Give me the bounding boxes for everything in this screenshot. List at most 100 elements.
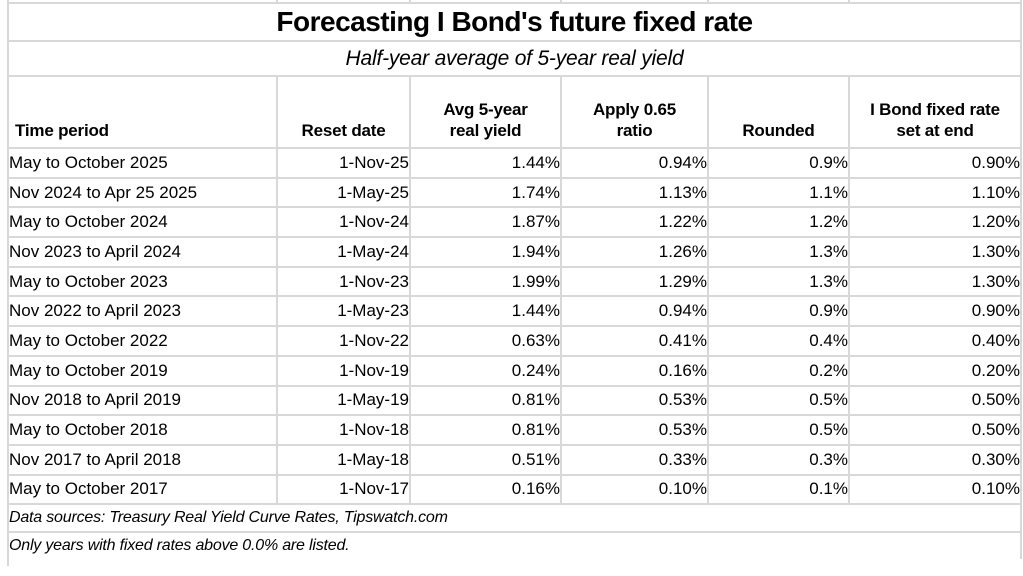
cell-avg-yield: 0.63%: [409, 325, 562, 357]
col-header-label-line1: I Bond fixed rate: [870, 100, 1000, 119]
cell-ratio: 1.29%: [560, 265, 709, 298]
cell-avg-yield: 0.81%: [409, 384, 562, 417]
cell-avg-yield: 0.51%: [409, 443, 562, 476]
table-row: May to October 2018 1-Nov-18 0.81% 0.53%…: [7, 414, 1022, 446]
footnote-only-years: Only years with fixed rates above 0.0% a…: [7, 531, 1022, 561]
cell-rounded: 0.9%: [707, 295, 850, 328]
cell-ratio: 0.94%: [560, 147, 709, 179]
cell-ratio: 1.13%: [560, 176, 709, 209]
cell-fixed-rate: 0.50%: [848, 414, 1022, 446]
cell-ratio: 0.16%: [560, 354, 709, 387]
col-header-ibond-fixed-rate: I Bond fixed rate set at end: [848, 75, 1022, 149]
partial-grid-row-bottom: [7, 559, 1021, 567]
cell-rounded: 0.1%: [707, 473, 850, 506]
cell-reset-date: 1-Nov-22: [276, 325, 411, 357]
cell-fixed-rate: 0.50%: [848, 384, 1022, 417]
grid-tick: [409, 0, 562, 4]
cell-rounded: 0.5%: [707, 414, 850, 446]
cell-rounded: 0.3%: [707, 443, 850, 476]
col-header-reset-date: Reset date: [276, 75, 411, 149]
cell-reset-date: 1-Nov-25: [276, 147, 411, 179]
table-row: May to October 2019 1-Nov-19 0.24% 0.16%…: [7, 354, 1022, 387]
cell-reset-date: 1-Nov-17: [276, 473, 411, 506]
cell-fixed-rate: 1.30%: [848, 265, 1022, 298]
cell-time-period: Nov 2023 to April 2024: [7, 236, 278, 268]
grid-tick: [276, 0, 411, 4]
cell-reset-date: 1-May-23: [276, 295, 411, 328]
cell-avg-yield: 0.16%: [409, 473, 562, 506]
cell-rounded: 0.9%: [707, 147, 850, 179]
table-row: May to October 2024 1-Nov-24 1.87% 1.22%…: [7, 206, 1022, 239]
cell-ratio: 0.33%: [560, 443, 709, 476]
page-title: Forecasting I Bond's future fixed rate: [7, 2, 1022, 42]
title-row: Forecasting I Bond's future fixed rate: [7, 2, 1022, 42]
grid-tick: [707, 0, 850, 4]
cell-reset-date: 1-Nov-23: [276, 265, 411, 298]
cell-time-period: May to October 2018: [7, 414, 278, 446]
cell-avg-yield: 1.44%: [409, 147, 562, 179]
grid-tick: [560, 0, 709, 4]
header-row: Time period Reset date Avg 5-year real yi…: [7, 75, 1022, 149]
grid-tick: [7, 559, 1021, 567]
cell-reset-date: 1-Nov-19: [276, 354, 411, 387]
cell-reset-date: 1-May-24: [276, 236, 411, 268]
col-header-label: Time period: [15, 121, 109, 140]
col-header-label: Rounded: [742, 121, 815, 140]
cell-time-period: May to October 2017: [7, 473, 278, 506]
cell-fixed-rate: 0.40%: [848, 325, 1022, 357]
table-row: Nov 2018 to April 2019 1-May-19 0.81% 0.…: [7, 384, 1022, 417]
col-header-time-period: Time period: [7, 75, 278, 149]
col-header-apply-ratio: Apply 0.65 ratio: [560, 75, 709, 149]
cell-fixed-rate: 0.30%: [848, 443, 1022, 476]
cell-fixed-rate: 0.20%: [848, 354, 1022, 387]
cell-avg-yield: 1.74%: [409, 176, 562, 209]
col-header-label-line2: real yield: [449, 121, 522, 140]
cell-reset-date: 1-Nov-24: [276, 206, 411, 239]
cell-avg-yield: 1.99%: [409, 265, 562, 298]
col-header-label-line2: ratio: [616, 121, 653, 140]
cell-fixed-rate: 1.10%: [848, 176, 1022, 209]
cell-ratio: 0.53%: [560, 384, 709, 417]
cell-avg-yield: 1.94%: [409, 236, 562, 268]
footnote-row: Only years with fixed rates above 0.0% a…: [7, 531, 1022, 561]
col-header-label-line2: set at end: [896, 121, 974, 140]
footnote-row: Data sources: Treasury Real Yield Curve …: [7, 503, 1022, 534]
cell-ratio: 0.41%: [560, 325, 709, 357]
cell-time-period: May to October 2022: [7, 325, 278, 357]
cell-reset-date: 1-May-18: [276, 443, 411, 476]
table-row: May to October 2023 1-Nov-23 1.99% 1.29%…: [7, 265, 1022, 298]
table-row: May to October 2017 1-Nov-17 0.16% 0.10%…: [7, 473, 1022, 506]
cell-fixed-rate: 0.90%: [848, 295, 1022, 328]
col-header-avg-5yr-real-yield: Avg 5-year real yield: [409, 75, 562, 149]
cell-ratio: 1.26%: [560, 236, 709, 268]
cell-time-period: May to October 2025: [7, 147, 278, 179]
table-row: May to October 2022 1-Nov-22 0.63% 0.41%…: [7, 325, 1022, 357]
grid-tick: [848, 0, 1022, 4]
footnote-data-sources: Data sources: Treasury Real Yield Curve …: [7, 503, 1022, 534]
cell-reset-date: 1-May-25: [276, 176, 411, 209]
cell-fixed-rate: 0.90%: [848, 147, 1022, 179]
subtitle-row: Half-year average of 5-year real yield: [7, 40, 1022, 77]
cell-rounded: 1.3%: [707, 236, 850, 268]
cell-ratio: 1.22%: [560, 206, 709, 239]
cell-ratio: 0.53%: [560, 414, 709, 446]
cell-rounded: 0.5%: [707, 384, 850, 417]
cell-rounded: 1.1%: [707, 176, 850, 209]
cell-fixed-rate: 1.30%: [848, 236, 1022, 268]
cell-rounded: 0.4%: [707, 325, 850, 357]
cell-time-period: May to October 2019: [7, 354, 278, 387]
cell-time-period: May to October 2024: [7, 206, 278, 239]
cell-avg-yield: 1.44%: [409, 295, 562, 328]
table-row: May to October 2025 1-Nov-25 1.44% 0.94%…: [7, 147, 1022, 179]
cell-reset-date: 1-Nov-18: [276, 414, 411, 446]
cell-time-period: Nov 2024 to Apr 25 2025: [7, 176, 278, 209]
col-header-label-line1: Avg 5-year: [443, 100, 528, 119]
cell-rounded: 0.2%: [707, 354, 850, 387]
page-subtitle: Half-year average of 5-year real yield: [7, 40, 1022, 77]
cell-rounded: 1.2%: [707, 206, 850, 239]
grid-tick: [7, 0, 278, 4]
cell-avg-yield: 1.87%: [409, 206, 562, 239]
table-row: Nov 2023 to April 2024 1-May-24 1.94% 1.…: [7, 236, 1022, 268]
table-row: Nov 2022 to April 2023 1-May-23 1.44% 0.…: [7, 295, 1022, 328]
